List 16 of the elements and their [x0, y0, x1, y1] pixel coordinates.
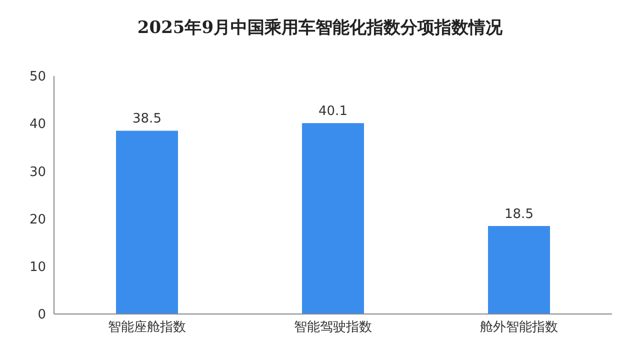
- data-label: 18.5: [504, 206, 534, 222]
- x-tick-label: 舱外智能指数: [480, 320, 558, 336]
- y-tick-label: 30: [29, 164, 46, 180]
- data-label: 40.1: [318, 104, 348, 120]
- y-tick-label: 40: [29, 117, 46, 132]
- y-tick-label: 10: [29, 260, 46, 276]
- chart-title: 2025年9月中国乘用车智能化指数分项指数情况: [136, 17, 504, 40]
- x-tick-label: 智能座舱指数: [108, 319, 186, 336]
- bar: [488, 226, 550, 314]
- data-label: 38.5: [132, 112, 162, 127]
- y-tick-label: 50: [29, 70, 46, 85]
- y-tick-label: 0: [38, 308, 46, 323]
- bar: [116, 130, 178, 314]
- x-tick-label: 智能驾驶指数: [294, 320, 372, 336]
- bar: [302, 123, 364, 314]
- y-tick-label: 20: [29, 212, 46, 228]
